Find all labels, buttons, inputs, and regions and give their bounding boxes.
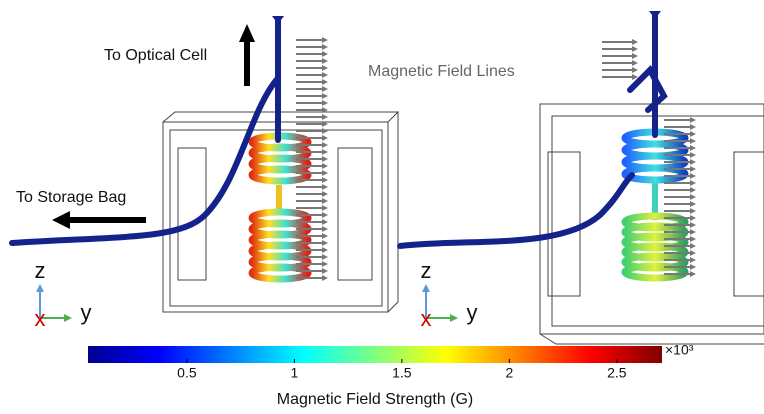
field-arrow-head — [690, 208, 696, 214]
field-arrow-head — [322, 156, 328, 162]
field-arrow-head — [322, 65, 328, 71]
axis-label: x — [35, 306, 46, 331]
colorbar-tick-label: 0.5 — [177, 365, 197, 381]
coil-turn — [248, 165, 312, 185]
colorbar-tick-label: 2.5 — [607, 365, 627, 381]
field-arrow-head — [690, 187, 696, 193]
field-arrow-head — [322, 268, 328, 274]
coil-turn — [248, 263, 312, 283]
colorbar-tick-label: 1.5 — [392, 365, 412, 381]
tubes — [9, 12, 668, 249]
field-arrow-head — [690, 131, 696, 137]
field-arrow-head — [322, 142, 328, 148]
field-arrow-head — [690, 173, 696, 179]
colorbar-tick-label: 1 — [290, 365, 298, 381]
field-arrow-head — [322, 219, 328, 225]
annotation: Magnetic Field Lines — [368, 63, 515, 80]
field-arrow-head — [322, 198, 328, 204]
field-arrow-head — [322, 163, 328, 169]
field-arrow-head — [322, 247, 328, 253]
field-arrow-head — [322, 212, 328, 218]
field-arrow-head — [690, 257, 696, 263]
field-arrow-head — [322, 275, 328, 281]
field-arrow-head — [632, 67, 638, 73]
field-arrow-head — [322, 149, 328, 155]
colorbar-tick-label: 2 — [505, 365, 513, 381]
field-arrow-head — [322, 128, 328, 134]
field-arrow-head — [690, 250, 696, 256]
field-arrow-head — [322, 135, 328, 141]
field-arrow-head — [322, 254, 328, 260]
field-arrow-head — [322, 37, 328, 43]
axis-label: z — [421, 258, 432, 283]
colorbar — [88, 346, 662, 363]
field-arrow-head — [322, 177, 328, 183]
field-arrow-head — [632, 53, 638, 59]
axis-triad: z y x — [35, 258, 92, 331]
field-arrow-head — [322, 240, 328, 246]
colorbar-multiplier: ×10³ — [665, 342, 694, 358]
field-arrow-head — [322, 205, 328, 211]
field-arrow-head — [322, 100, 328, 106]
field-arrow-head — [632, 46, 638, 52]
field-arrow-head — [690, 243, 696, 249]
field-arrow-head — [690, 201, 696, 207]
field-arrow-head — [690, 152, 696, 158]
axis-triad: z y x — [421, 258, 478, 331]
field-arrow-head — [690, 138, 696, 144]
coil-core — [276, 185, 282, 215]
coil-turn — [621, 164, 689, 184]
field-arrow-head — [322, 58, 328, 64]
field-arrow-head — [322, 93, 328, 99]
field-arrow-head — [690, 166, 696, 172]
axis-label: y — [81, 300, 92, 325]
field-arrow-head — [690, 271, 696, 277]
axis-label: y — [467, 300, 478, 325]
field-arrow-head — [690, 215, 696, 221]
field-arrow-head — [690, 194, 696, 200]
field-arrow-head — [690, 124, 696, 130]
field-arrow-head — [322, 261, 328, 267]
axis-label: z — [35, 258, 46, 283]
field-arrow-head — [322, 226, 328, 232]
field-arrow-head — [322, 114, 328, 120]
field-arrow-head — [632, 60, 638, 66]
coil-turn — [621, 262, 689, 282]
field-arrow-head — [690, 229, 696, 235]
field-lines — [296, 37, 696, 281]
field-arrow-head — [632, 74, 638, 80]
field-arrow-head — [690, 222, 696, 228]
field-arrow-head — [322, 44, 328, 50]
field-arrow-head — [690, 236, 696, 242]
flow-arrows — [52, 24, 255, 229]
field-arrow-head — [322, 107, 328, 113]
axis-label: x — [421, 306, 432, 331]
field-arrow-head — [322, 184, 328, 190]
annotation: To Optical Cell — [104, 47, 207, 64]
field-arrow-head — [322, 51, 328, 57]
field-arrow-head — [322, 72, 328, 78]
field-arrow-head — [690, 145, 696, 151]
field-arrow-head — [322, 170, 328, 176]
field-arrow-head — [690, 264, 696, 270]
colorbar-label: Magnetic Field Strength (G) — [277, 391, 474, 408]
field-arrow-head — [322, 191, 328, 197]
tube-caps — [272, 11, 661, 24]
field-arrow-head — [690, 180, 696, 186]
field-arrow-head — [322, 86, 328, 92]
field-arrow-head — [322, 121, 328, 127]
field-arrow-head — [632, 39, 638, 45]
annotation: To Storage Bag — [16, 189, 126, 206]
colorbar-ticks: 0.5 1 1.5 2 2.5 — [177, 359, 627, 381]
field-arrow-head — [322, 79, 328, 85]
coil-core — [652, 180, 658, 220]
field-arrow-head — [690, 159, 696, 165]
field-arrow-head — [322, 233, 328, 239]
field-arrow-head — [690, 117, 696, 123]
